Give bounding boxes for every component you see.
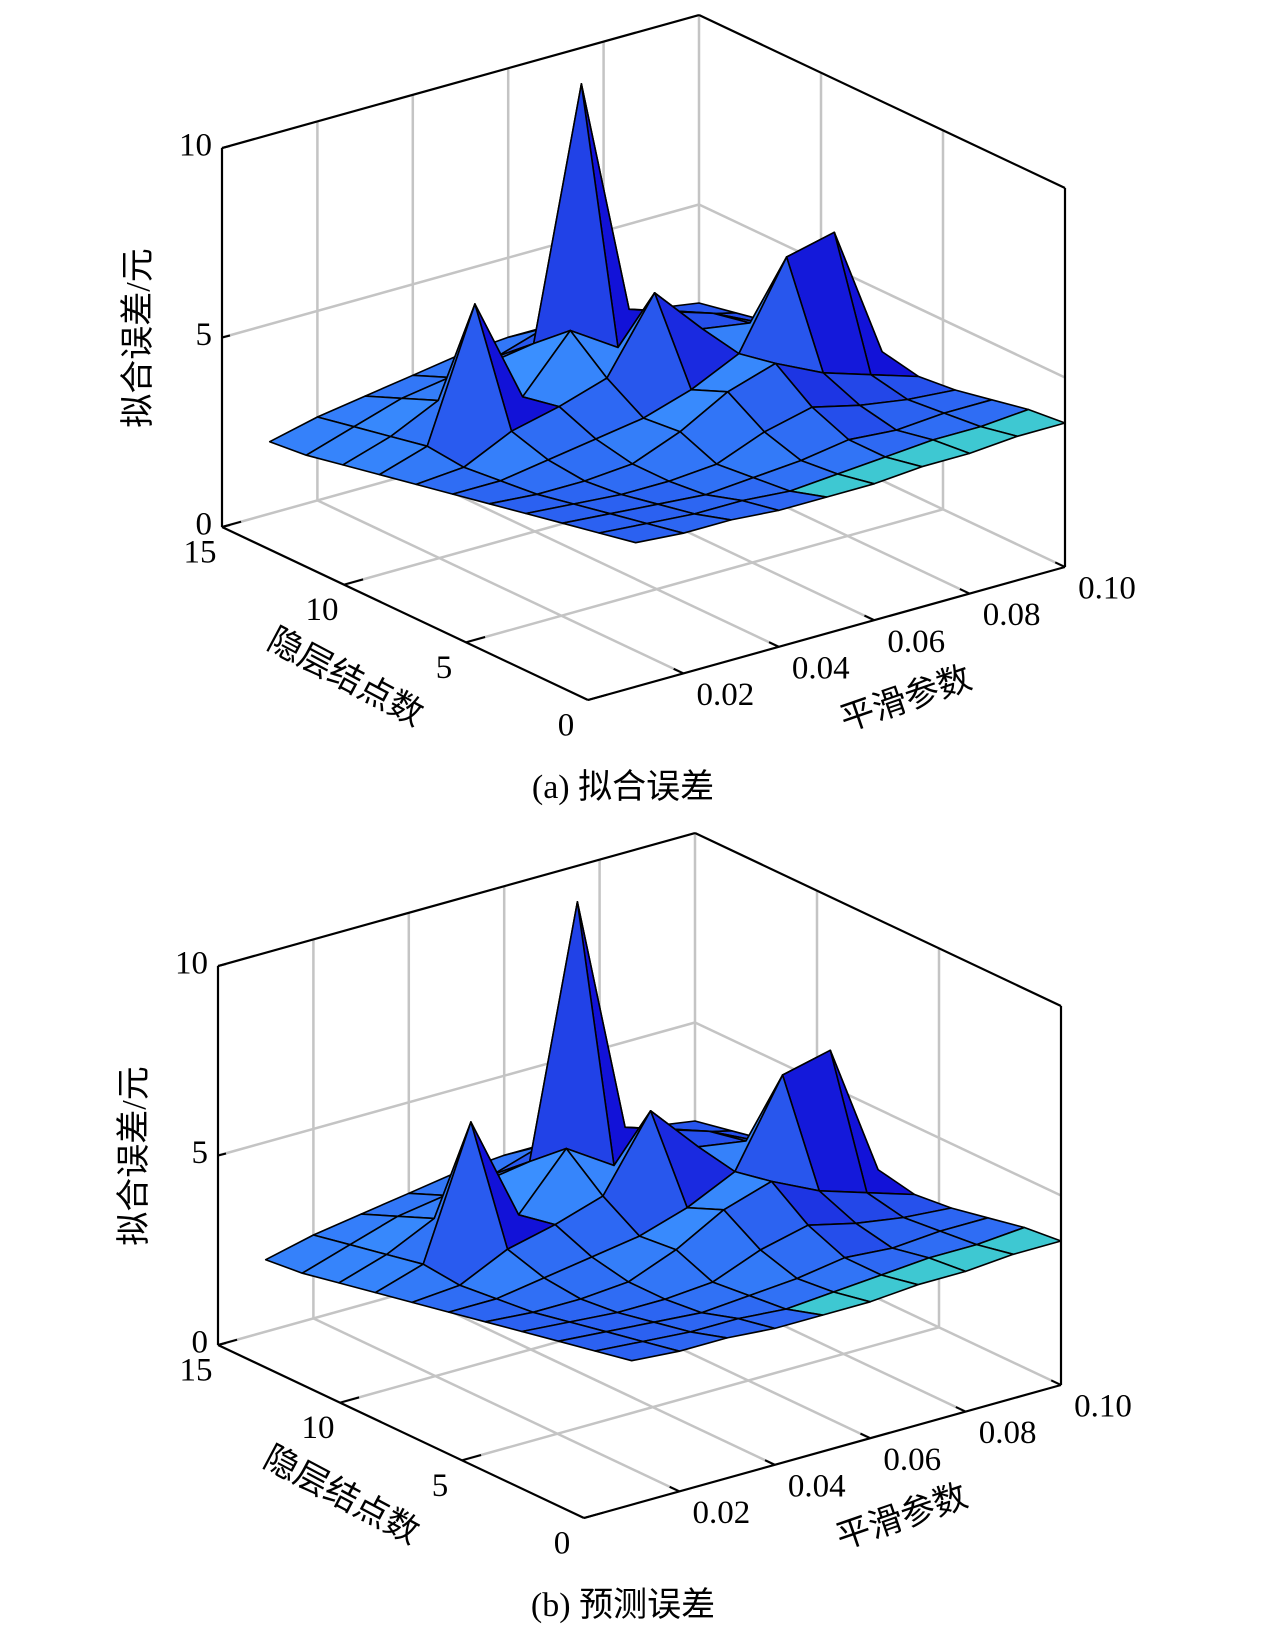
surface-face xyxy=(594,1340,681,1362)
z-tick-label: 0 xyxy=(196,507,213,543)
y-axis-line xyxy=(221,526,589,701)
x-tick-mark xyxy=(955,1406,967,1413)
x-tick-label: 0.02 xyxy=(693,1495,751,1531)
x-tick-label: 0.08 xyxy=(983,597,1041,633)
x-axis-line xyxy=(587,565,1066,702)
z-tick-label: 10 xyxy=(179,128,212,164)
surface-plot-a: 0 5 10 0 5 10 15 0.02 0.04 0.06 0.08 0.10 拟合误差/元隐层结点… xyxy=(119,13,1136,806)
grid-line-z xyxy=(221,203,700,339)
z-tick-mark xyxy=(221,145,231,149)
z-tick-mark xyxy=(217,963,227,967)
x-tick-label: 0.08 xyxy=(979,1415,1037,1451)
floor-grid-line xyxy=(316,499,684,675)
z-tick-label: 5 xyxy=(192,1135,209,1171)
x-axis-line xyxy=(583,1383,1062,1520)
x-axis-label: 平滑参数 xyxy=(835,659,976,739)
box-edge xyxy=(698,14,1066,189)
z-axis-label: 拟合误差/元 xyxy=(115,1066,153,1245)
z-tick-mark xyxy=(221,334,231,339)
y-tick-label: 15 xyxy=(180,1353,213,1389)
z-tick-label: 10 xyxy=(175,946,208,982)
y-tick-mark xyxy=(343,578,364,586)
floor-grid-line xyxy=(461,1326,940,1462)
y-tick-mark xyxy=(461,1454,482,1462)
z-axis-label: 拟合误差/元 xyxy=(119,248,157,427)
box-edge xyxy=(217,831,696,968)
y-tick-label: 15 xyxy=(184,535,217,571)
x-tick-mark xyxy=(1054,561,1066,568)
grid-line-z xyxy=(698,203,1066,379)
z-tick-label: 5 xyxy=(196,317,213,353)
x-tick-label: 0.06 xyxy=(887,624,945,660)
surface-face xyxy=(598,522,685,544)
y-axis-label: 隐层结点数 xyxy=(258,1438,426,1551)
x-axis-label: 平滑参数 xyxy=(831,1477,972,1557)
y-tick-label: 10 xyxy=(302,1410,335,1446)
subfigure-caption: (b) 预测误差 xyxy=(531,1586,715,1624)
x-tick-mark xyxy=(959,588,971,595)
floor-grid-line xyxy=(465,508,944,644)
y-axis-line xyxy=(217,1344,585,1519)
x-tick-label: 0.02 xyxy=(697,677,755,713)
x-tick-label: 0.10 xyxy=(1074,1389,1132,1425)
floor-grid-line xyxy=(412,472,780,648)
box-edge xyxy=(221,13,700,150)
grid-line-z xyxy=(217,1021,696,1157)
surface-plot-b: 0 5 10 0 5 10 15 0.02 0.04 0.06 0.08 0.10 拟合误差/元隐层结点… xyxy=(115,831,1132,1624)
subfigure-caption: (a) 拟合误差 xyxy=(532,768,714,806)
z-tick-mark xyxy=(221,524,231,528)
x-tick-label: 0.10 xyxy=(1078,571,1136,607)
box-edge xyxy=(694,832,1062,1007)
y-axis-label: 隐层结点数 xyxy=(262,620,430,733)
y-tick-label: 5 xyxy=(436,650,453,686)
floor-grid-line xyxy=(312,1317,680,1493)
x-tick-mark xyxy=(864,614,875,622)
x-tick-label: 0.04 xyxy=(792,650,850,686)
y-tick-mark xyxy=(339,1396,360,1404)
z-tick-mark xyxy=(217,1342,227,1346)
x-tick-mark xyxy=(860,1432,871,1440)
x-tick-label: 0.04 xyxy=(788,1468,846,1504)
grid-line-z xyxy=(694,1021,1062,1197)
y-tick-label: 0 xyxy=(554,1526,571,1562)
x-tick-label: 0.06 xyxy=(883,1442,941,1478)
x-tick-mark xyxy=(768,641,780,648)
y-tick-mark xyxy=(583,1511,604,1519)
x-tick-mark xyxy=(1050,1379,1062,1386)
x-tick-mark xyxy=(669,1485,680,1493)
z-tick-label: 0 xyxy=(192,1325,209,1361)
y-tick-label: 0 xyxy=(558,708,575,744)
y-tick-label: 10 xyxy=(306,592,339,628)
x-tick-mark xyxy=(673,667,684,675)
y-tick-mark xyxy=(465,636,486,644)
x-tick-mark xyxy=(764,1459,776,1466)
y-tick-label: 5 xyxy=(432,1468,449,1504)
y-tick-mark xyxy=(587,693,608,701)
floor-grid-line xyxy=(408,1290,776,1466)
z-tick-mark xyxy=(217,1152,227,1157)
